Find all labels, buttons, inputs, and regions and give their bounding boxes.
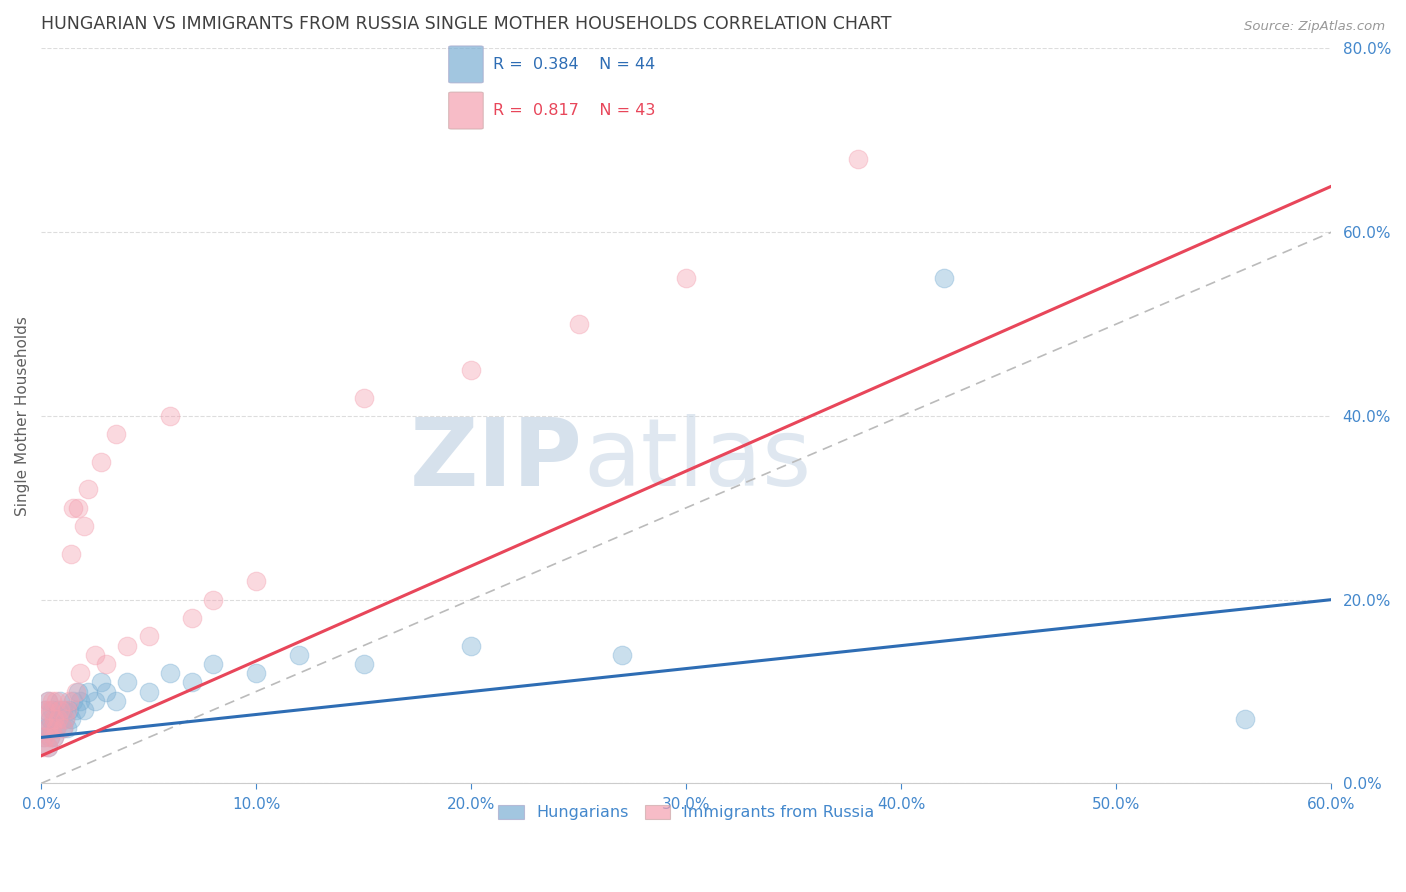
Point [138,629,160,643]
Point [73,519,96,533]
Point [105,427,128,442]
Point [159,666,181,681]
Text: HUNGARIAN VS IMMIGRANTS FROM RUSSIA SINGLE MOTHER HOUSEHOLDS CORRELATION CHART: HUNGARIAN VS IMMIGRANTS FROM RUSSIA SING… [41,15,891,33]
Point [37,694,59,708]
Text: atlas: atlas [583,414,811,506]
Text: R =  0.817    N = 43: R = 0.817 N = 43 [494,103,655,118]
Point [115,675,138,690]
Point [675,271,697,285]
Point [105,694,128,708]
Point [37,721,59,735]
Point [83,648,105,662]
Point [37,721,59,735]
Point [83,694,105,708]
Point [568,317,591,331]
Point [32,739,55,754]
Point [45,721,67,735]
Text: Source: ZipAtlas.com: Source: ZipAtlas.com [1244,20,1385,33]
Point [65,703,87,717]
Point [934,271,956,285]
Point [38,731,60,745]
Point [1234,712,1257,726]
Point [610,648,633,662]
Point [34,721,56,735]
Point [53,712,76,726]
Point [42,712,65,726]
Point [460,363,482,377]
Point [41,721,63,735]
Point [56,721,79,735]
Point [180,611,202,625]
Point [34,703,56,717]
Point [52,703,75,717]
Point [90,675,112,690]
Point [138,684,160,698]
Point [34,731,56,745]
Point [66,684,89,698]
Point [846,152,869,166]
Point [42,731,65,745]
Point [69,666,91,681]
Point [46,712,69,726]
Point [41,694,63,708]
Point [56,703,79,717]
Point [37,739,59,754]
Point [60,547,83,561]
Point [115,639,138,653]
Point [38,731,60,745]
Point [73,703,96,717]
Point [94,684,117,698]
Point [65,684,87,698]
Point [34,703,56,717]
Point [58,694,80,708]
Point [38,703,60,717]
Point [62,500,84,515]
Point [32,731,55,745]
Point [202,657,225,671]
Point [45,694,67,708]
Point [42,731,65,745]
Point [49,694,72,708]
Point [77,483,100,497]
Point [202,592,225,607]
Point [245,666,267,681]
Point [46,712,69,726]
Point [45,721,67,735]
Legend: Hungarians, Immigrants from Russia: Hungarians, Immigrants from Russia [492,798,880,827]
Point [460,639,482,653]
Point [32,712,55,726]
Point [41,703,63,717]
Point [49,703,72,717]
Point [77,684,100,698]
Point [159,409,181,423]
Point [53,712,76,726]
Point [66,500,89,515]
Point [180,675,202,690]
Text: ZIP: ZIP [411,414,583,506]
Point [52,721,75,735]
Point [69,694,91,708]
Point [245,574,267,589]
Point [90,455,112,469]
Point [52,721,75,735]
Y-axis label: Single Mother Households: Single Mother Households [15,316,30,516]
Point [288,648,311,662]
Point [37,694,59,708]
Point [353,657,375,671]
Point [62,694,84,708]
Point [38,712,60,726]
Point [353,391,375,405]
Point [60,712,83,726]
Point [37,739,59,754]
FancyBboxPatch shape [449,92,484,129]
Point [46,703,69,717]
Point [42,712,65,726]
Point [58,703,80,717]
FancyBboxPatch shape [449,46,484,83]
Text: R =  0.384    N = 44: R = 0.384 N = 44 [494,57,655,72]
Point [41,721,63,735]
Point [94,657,117,671]
